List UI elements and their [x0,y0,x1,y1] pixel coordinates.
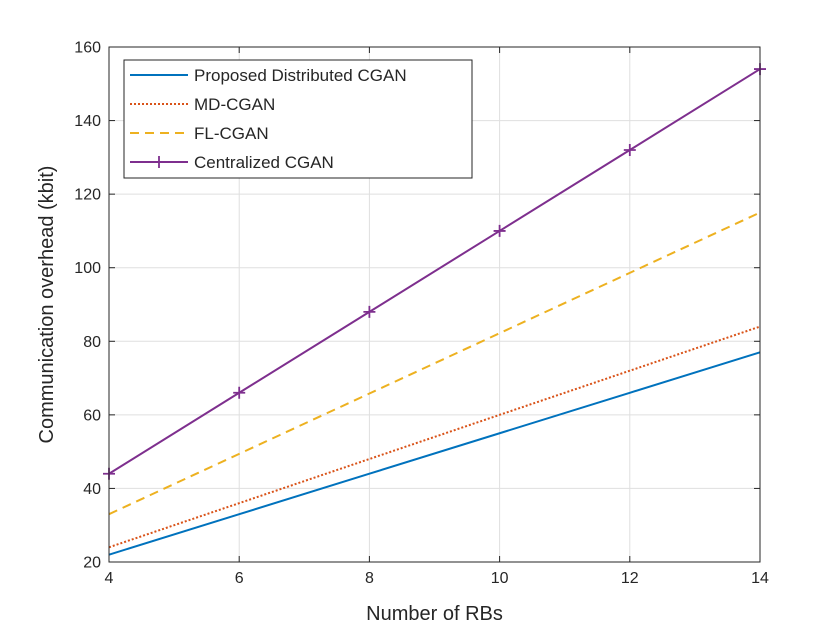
y-tick-label: 160 [74,40,101,57]
data-point-marker [363,305,376,318]
plot-frame [108,46,761,563]
x-tick-label: 8 [365,570,374,587]
legend-marker [153,156,165,168]
data-point-marker [233,386,246,399]
axis-ticks: 4 6 8 10 12 14 20 40 60 80 100 120 140 160 [74,40,769,588]
series-line-md-cgan [108,325,761,549]
x-axis-label: Number of RBs [366,603,503,625]
y-tick-label: 40 [83,481,101,498]
y-tick-label: 80 [83,334,101,351]
y-tick-label: 60 [83,407,101,424]
y-tick-label: 140 [74,113,101,130]
x-tick-label: 12 [621,570,639,587]
legend-label: FL-CGAN [194,124,269,143]
x-tick-label: 4 [105,570,114,587]
y-tick-label: 120 [74,187,101,204]
x-tick-label: 6 [235,570,244,587]
legend-label: MD-CGAN [194,95,275,114]
legend: Proposed Distributed CGAN MD-CGAN FL-CGAN C… [123,59,473,179]
x-tick-label: 14 [751,570,769,587]
x-tick-label: 10 [491,570,509,587]
y-tick-label: 20 [83,555,101,572]
y-axis-label: Communication overhead (kbit) [36,166,58,444]
legend-label: Centralized CGAN [194,153,334,172]
legend-label: Proposed Distributed CGAN [194,66,407,85]
series-line-centralized-cgan [108,68,761,475]
legend-box [123,59,473,179]
data-point-marker [493,224,506,237]
y-tick-label: 100 [74,260,101,277]
data-point-marker [623,144,636,156]
series-line-proposed-distributed-cgan [108,351,761,556]
